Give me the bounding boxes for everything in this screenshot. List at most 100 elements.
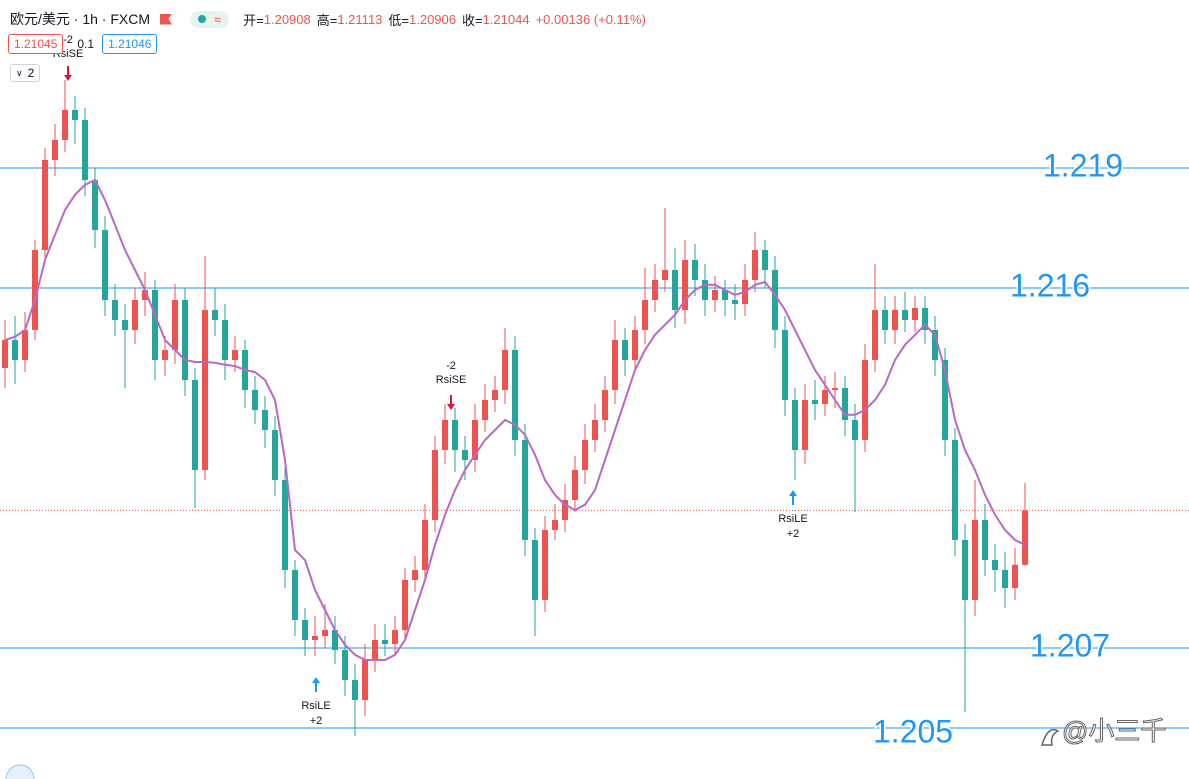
candle-body [562, 500, 568, 520]
candle-body [132, 300, 138, 330]
candle-body [982, 520, 988, 560]
candle-body [12, 340, 18, 360]
candle-body [172, 300, 178, 350]
candle-body [852, 420, 858, 440]
low-label: 低= [388, 12, 409, 28]
signal-arrow [64, 66, 72, 81]
candle-body [342, 650, 348, 680]
candle-body [812, 400, 818, 404]
signal-arrow [789, 490, 797, 505]
candle-body [382, 640, 388, 644]
buy-button[interactable]: 1.21046 [102, 34, 158, 54]
candle-body [2, 340, 8, 368]
candle-body [722, 290, 728, 300]
candle-body [662, 270, 668, 280]
candle-body [42, 160, 48, 250]
candle-body [432, 450, 438, 520]
candle-body [572, 470, 578, 500]
candle-body [192, 380, 198, 470]
candle-body [22, 330, 28, 360]
indicator-toggle[interactable]: ∨ 2 [10, 64, 41, 82]
sell-button[interactable]: 1.21045 [8, 34, 64, 54]
candle-body [212, 310, 218, 320]
candle-body [282, 480, 288, 570]
candle-body [362, 660, 368, 700]
candle-body [162, 350, 168, 360]
candle-body [882, 310, 888, 330]
candle-body [202, 310, 208, 470]
candle-body [312, 636, 318, 640]
open-label: 开= [243, 12, 264, 28]
change: +0.00136 (+0.11%) [535, 11, 646, 27]
candle-body [1012, 564, 1018, 588]
signal-arrow [312, 677, 320, 692]
candle-body [422, 520, 428, 570]
close-value: 1.21044 [482, 11, 530, 27]
candle-body [822, 390, 828, 404]
candle-body [862, 360, 868, 440]
candle-body [472, 420, 478, 460]
open-value: 1.20908 [263, 11, 311, 27]
candle-body [652, 280, 658, 300]
candle-body [592, 420, 598, 440]
candle-body [672, 270, 678, 310]
tv-logo [5, 764, 35, 779]
candle-body [842, 388, 848, 420]
candle-body [372, 640, 378, 660]
candle-body [612, 340, 618, 390]
close-label: 收= [462, 12, 483, 28]
candle-body [622, 340, 628, 360]
signal-qty: -2 [63, 34, 73, 46]
candle-body [112, 300, 118, 320]
candle-body [902, 310, 908, 320]
candle-body [402, 580, 408, 630]
candle-body [802, 400, 808, 450]
candle-body [912, 308, 918, 320]
trade-row: 1.21045 0.1 1.21046 [8, 34, 158, 54]
candle-body [332, 630, 338, 650]
candle-body [962, 540, 968, 600]
candle-body [922, 308, 928, 330]
signal-arrow [447, 395, 455, 410]
level-label: 1.207 [1030, 627, 1110, 663]
candle-body [82, 120, 88, 180]
candle-body [832, 388, 838, 390]
status-icon: ≈ [214, 11, 222, 27]
level-label: 1.216 [1010, 267, 1090, 303]
status-pill[interactable]: ≈ [190, 10, 230, 28]
symbol[interactable]: 欧元/美元 · 1h · FXCM [10, 11, 151, 27]
moving-average [4, 178, 1026, 661]
flag[interactable] [160, 13, 173, 25]
candle-body [232, 350, 238, 360]
candle-body [792, 400, 798, 450]
candle-body [872, 310, 878, 360]
candle-body [642, 300, 648, 330]
candle-body [492, 390, 498, 400]
signal-label: RsiSE [436, 374, 467, 386]
candle-body [412, 570, 418, 580]
legend-row: 欧元/美元 · 1h · FXCM ≈ 开= 1.20908 高= 1.21113 … [10, 9, 646, 29]
candle-body [522, 440, 528, 540]
candle-body [892, 310, 898, 330]
candle-body [692, 260, 698, 280]
candle-body [72, 110, 78, 120]
watermark-logo [1040, 728, 1060, 746]
candle-body [102, 230, 108, 300]
candle-body [302, 620, 308, 640]
candle-body [932, 330, 938, 360]
candle-body [32, 250, 38, 330]
candle-body [292, 570, 298, 620]
candle-body [752, 250, 758, 280]
candle-body [182, 300, 188, 380]
signal-label: RsiLE [301, 700, 330, 712]
candle-body [452, 420, 458, 450]
candle-body [702, 280, 708, 300]
candle-body [532, 540, 538, 600]
chevron: ∨ [16, 67, 23, 78]
candle-body [772, 270, 778, 330]
candle-body [542, 530, 548, 600]
candle-body [1002, 570, 1008, 588]
candle-body [992, 560, 998, 570]
